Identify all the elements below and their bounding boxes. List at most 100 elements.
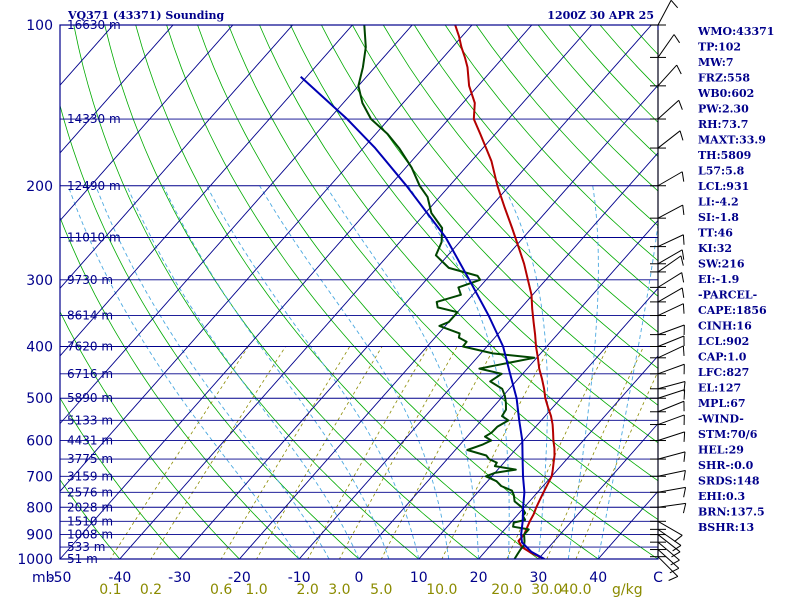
wind-barb-shaft	[658, 325, 684, 335]
mixing-ratio-label: 5.0	[370, 582, 392, 598]
pressure-tick-label: 400	[26, 340, 53, 356]
height-label: 12490 m	[67, 179, 121, 193]
wind-barb-flag	[682, 288, 684, 298]
wind-barb-flag	[682, 273, 684, 283]
wind-barb-shaft	[658, 452, 685, 459]
wind-barb-shaft	[658, 304, 683, 316]
index-value: L57:5.8	[698, 165, 745, 178]
index-value: TH:5809	[698, 149, 751, 162]
index-value: STM:70/6	[698, 428, 758, 441]
mixing-ratio-line	[250, 347, 382, 571]
height-label: 51 m	[67, 552, 98, 566]
index-value: CAP:1.0	[698, 351, 747, 364]
mixing-ratio-line	[103, 347, 248, 571]
mixing-ratio-label: 10.0	[426, 582, 457, 598]
wind-barb-flag	[683, 235, 684, 245]
wind-barb-shaft	[658, 172, 682, 186]
height-label: 9730 m	[67, 273, 113, 287]
pressure-tick-label: 500	[26, 391, 53, 407]
mixing-ratio-line	[215, 347, 350, 571]
wind-barb-shaft	[658, 487, 686, 492]
height-label: 7620 m	[67, 340, 113, 354]
moist-adiabat	[598, 186, 662, 559]
index-value: MW:7	[698, 56, 734, 69]
dry-adiabat	[569, 25, 800, 570]
temperature-tick-label: C	[653, 570, 663, 586]
isotherm	[0, 1, 15, 571]
wind-barb-shaft	[658, 0, 671, 25]
wind-barb-flag	[682, 250, 684, 260]
dry-adiabat	[12, 25, 311, 570]
wind-barb-shaft	[658, 288, 682, 302]
index-value: WMO:43371	[697, 25, 774, 38]
pressure-tick-label: 900	[26, 528, 53, 544]
wind-barb-flag	[683, 346, 684, 356]
mixing-ratio-line	[571, 347, 669, 571]
wind-barb-flag	[684, 470, 686, 480]
mixing-ratio-label: 0.6	[210, 582, 232, 598]
dry-adiabat	[229, 25, 736, 570]
index-value: RH:73.7	[698, 118, 748, 131]
wind-barb-flag	[674, 34, 680, 42]
index-value: MPL:67	[698, 397, 746, 410]
mixing-ratio-label: 20.0	[491, 582, 522, 598]
index-value: EI:-1.9	[698, 273, 739, 286]
wind-barb-shaft	[658, 205, 683, 218]
pressure-tick-label: 1000	[17, 552, 53, 568]
wind-barb-shaft	[658, 273, 682, 288]
wind-barb-flag	[680, 131, 683, 141]
height-label: 2028 m	[67, 500, 113, 514]
wind-barb-flag	[677, 65, 682, 74]
wind-barb-flag	[684, 432, 685, 442]
temperature-tick-label: 10	[410, 570, 428, 586]
wind-barb-flag	[682, 172, 684, 182]
wind-barb-flag	[679, 100, 683, 109]
wind-barb-shaft	[658, 131, 680, 148]
wind-barb-flag	[683, 304, 684, 314]
index-value: MAXT:33.9	[698, 134, 766, 147]
pressure-tick-label: 200	[26, 179, 53, 195]
temperature-tick-label: 40	[589, 570, 607, 586]
wind-barb-shaft	[658, 550, 679, 569]
height-label: 5133 m	[67, 413, 113, 427]
height-label: 11010 m	[67, 230, 121, 244]
index-value: SRDS:148	[698, 475, 760, 488]
index-value: FRZ:558	[698, 72, 750, 85]
height-label: 2576 m	[67, 485, 113, 499]
mixing-ratio-label: 0.1	[99, 582, 121, 598]
dry-adiabat	[198, 25, 676, 570]
height-label: 14330 m	[67, 112, 121, 126]
wind-barb-shaft	[658, 364, 684, 374]
index-value: KI:32	[698, 242, 732, 255]
temperature-tick-label: 20	[470, 570, 488, 586]
index-value: LCL:931	[698, 180, 749, 193]
wind-barb-flag	[683, 205, 684, 215]
index-value: EL:127	[698, 382, 741, 395]
isotherm	[170, 1, 673, 571]
dry-adiabat	[538, 25, 800, 570]
isotherm	[0, 1, 434, 571]
wind-barb-flag	[673, 545, 681, 551]
wind-barb-shaft	[658, 503, 686, 507]
pressure-tick-label: 600	[26, 434, 53, 450]
wind-barb-shaft	[658, 382, 685, 389]
mixing-ratio-line	[542, 347, 644, 571]
chart-title: VQ371 (43371) Sounding	[67, 9, 225, 22]
height-label: 8614 m	[67, 309, 113, 323]
temperature-tick-label: 0	[355, 570, 364, 586]
wind-barb-shaft	[658, 390, 685, 399]
index-value: SW:216	[698, 258, 745, 271]
index-value: SHR-:0.0	[698, 459, 754, 472]
wind-barb-shaft	[658, 521, 682, 535]
mixing-ratio-label: 3.0	[328, 582, 350, 598]
wind-barb-shaft	[658, 250, 682, 264]
mixing-ratio-label: 30.0	[531, 582, 562, 598]
pressure-tick-label: 800	[26, 500, 53, 516]
index-value: TT:46	[698, 227, 733, 240]
height-label: 5890 m	[67, 391, 113, 405]
moist-adiabat	[127, 186, 359, 559]
isotherm	[588, 1, 800, 571]
wind-barb-shaft	[658, 401, 684, 411]
time-label: 1200Z 30 APR 25	[547, 9, 654, 22]
wind-barb-flag	[669, 576, 678, 580]
